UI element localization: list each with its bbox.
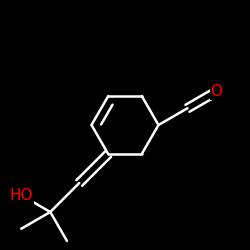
Text: O: O bbox=[210, 84, 222, 99]
Text: HO: HO bbox=[10, 188, 33, 203]
